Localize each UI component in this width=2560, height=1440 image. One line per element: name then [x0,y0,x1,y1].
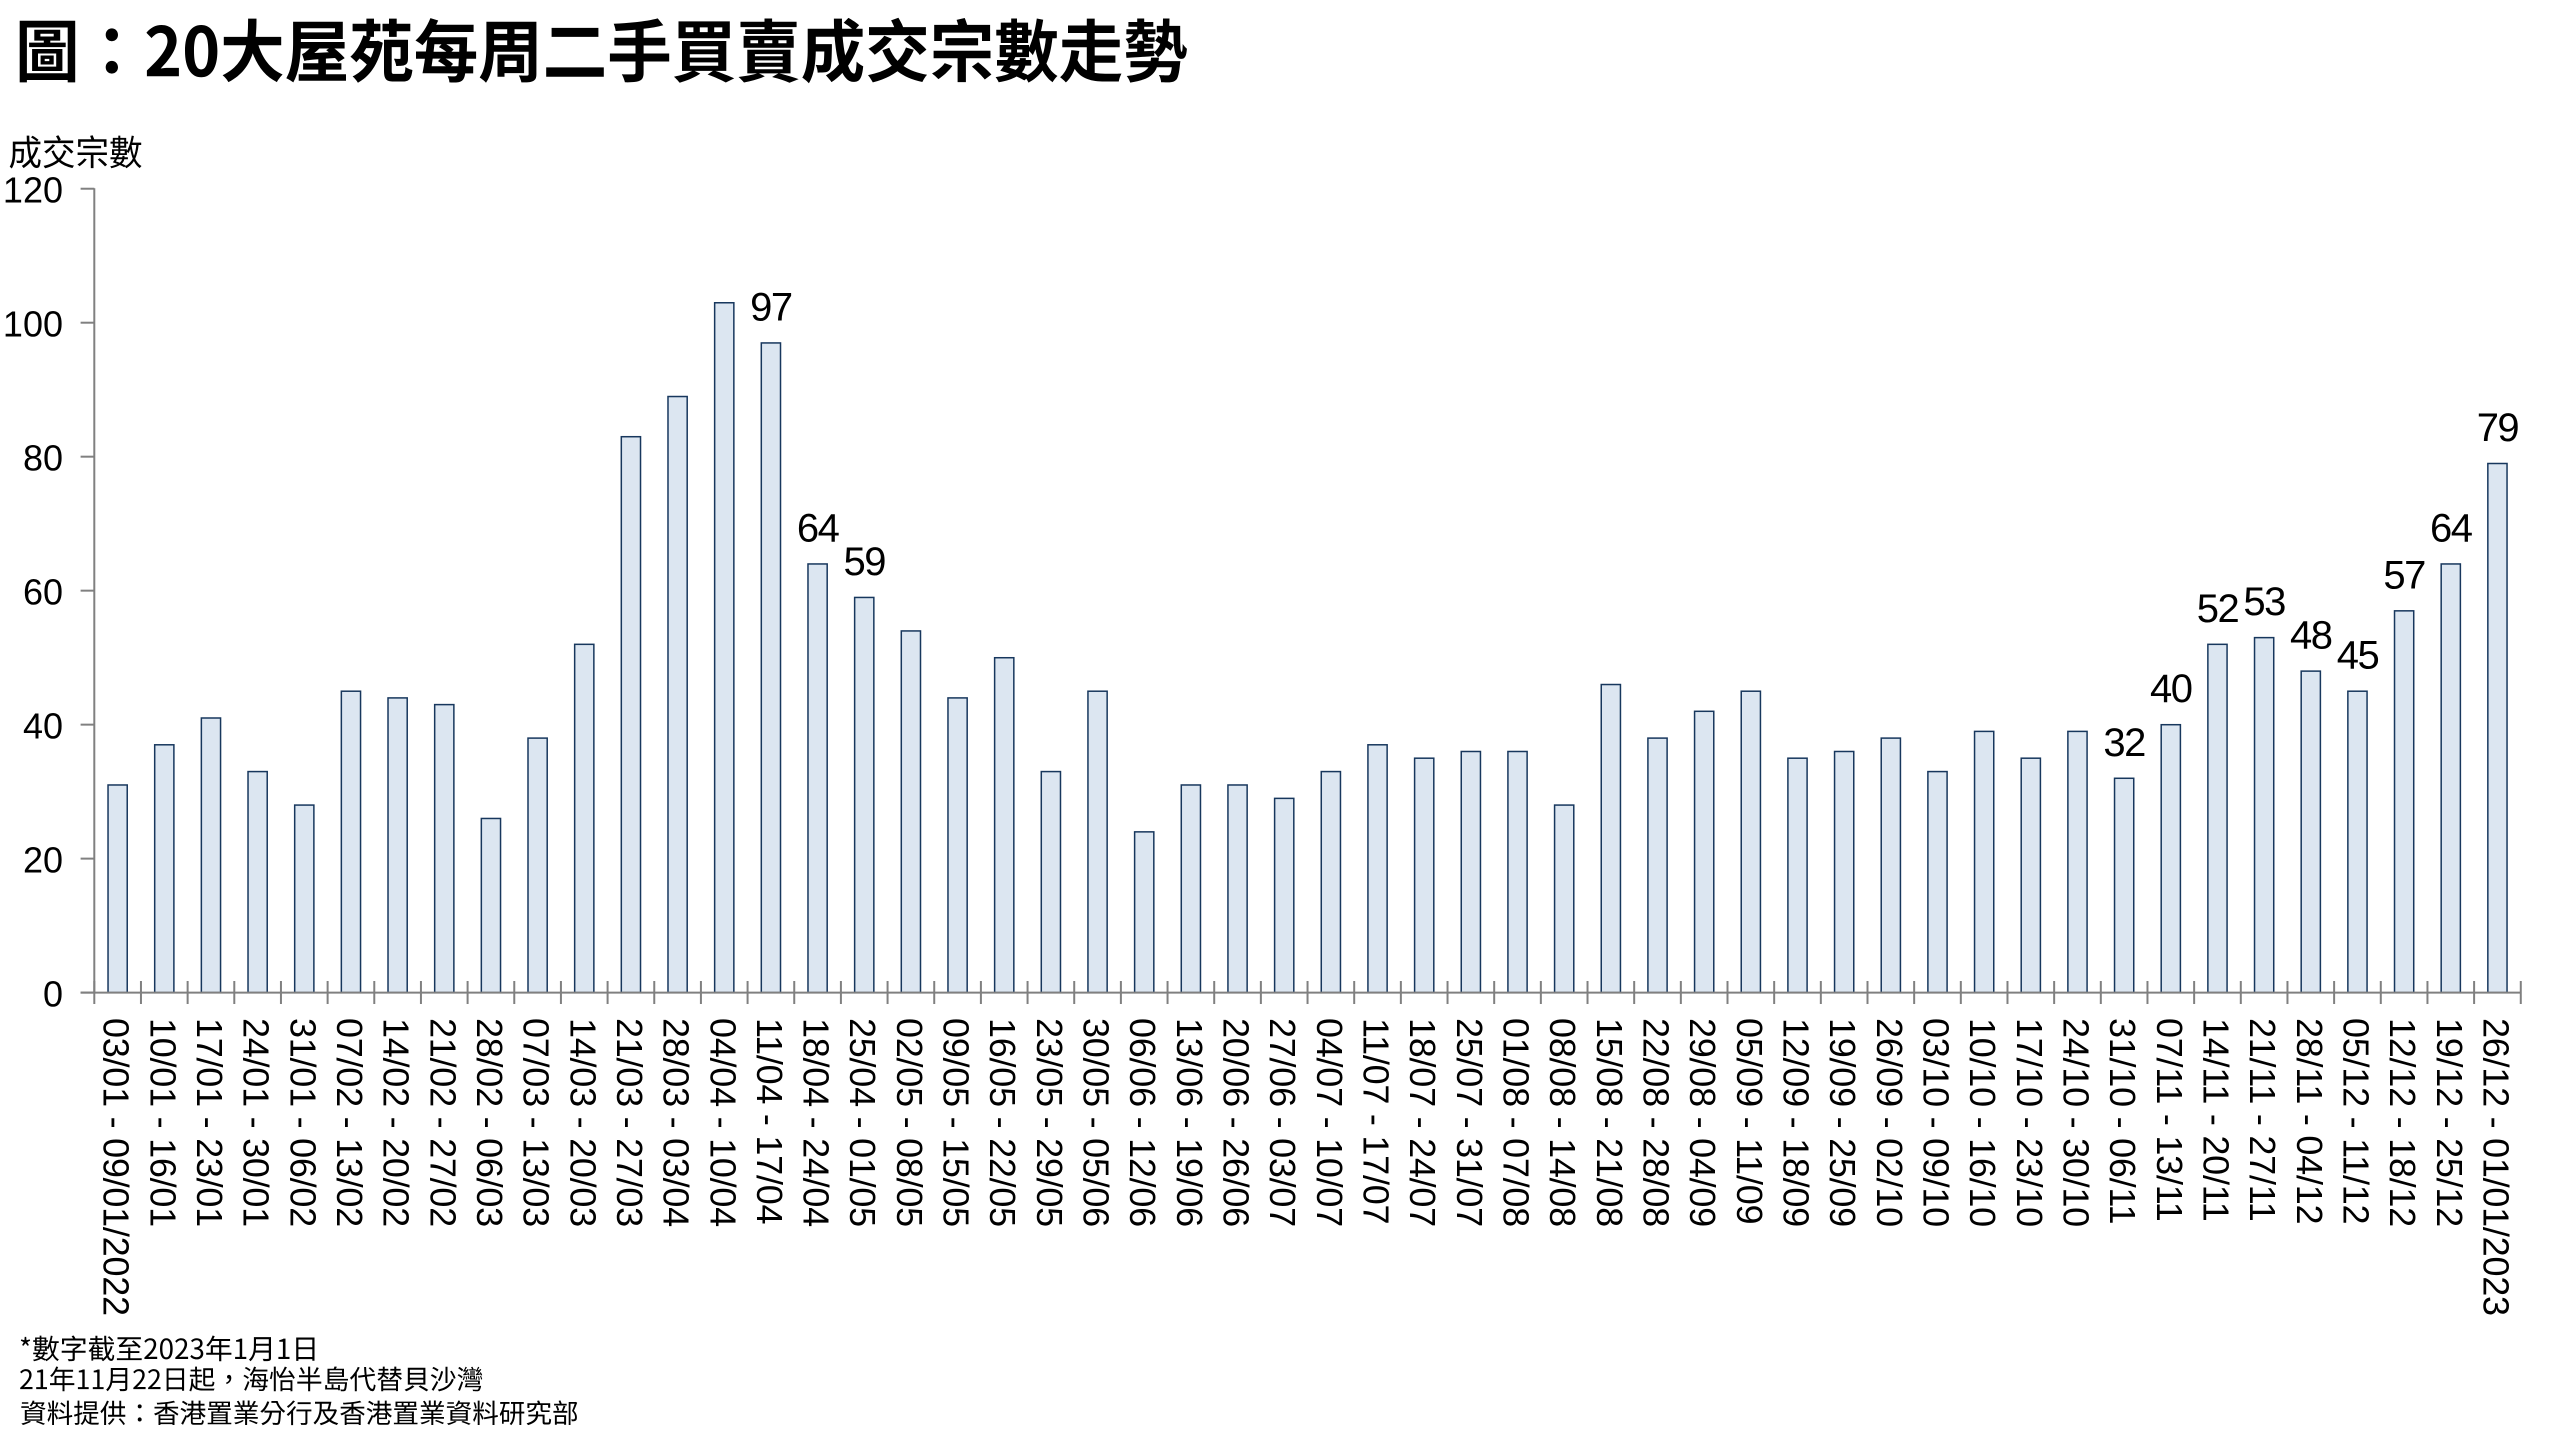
svg-text:07/02 - 13/02: 07/02 - 13/02 [329,1018,370,1227]
svg-text:53: 53 [2243,580,2285,624]
svg-text:11/04 - 17/04: 11/04 - 17/04 [749,1018,790,1224]
svg-text:24/01 - 30/01: 24/01 - 30/01 [236,1018,277,1227]
svg-text:64: 64 [797,506,840,550]
svg-text:21/03 - 27/03: 21/03 - 27/03 [609,1018,650,1227]
svg-text:80: 80 [23,437,63,478]
svg-text:14/11 - 20/11: 14/11 - 20/11 [2195,1018,2236,1222]
svg-text:19/09 - 25/09: 19/09 - 25/09 [1822,1018,1863,1227]
svg-text:25/04 - 01/05: 25/04 - 01/05 [842,1018,883,1227]
svg-text:79: 79 [2477,406,2519,450]
svg-text:20: 20 [23,839,63,880]
svg-text:04/07 - 10/07: 04/07 - 10/07 [1309,1018,1350,1227]
svg-text:14/03 - 20/03: 14/03 - 20/03 [562,1018,603,1227]
svg-text:23/05 - 29/05: 23/05 - 29/05 [1029,1018,1070,1227]
svg-text:05/09 - 11/09: 05/09 - 11/09 [1729,1018,1770,1224]
svg-text:28/03 - 03/04: 28/03 - 03/04 [656,1018,697,1227]
svg-text:10/10 - 16/10: 10/10 - 16/10 [1962,1018,2003,1227]
svg-text:31/10 - 06/11: 31/10 - 06/11 [2102,1018,2143,1224]
svg-text:20/06 - 26/06: 20/06 - 26/06 [1216,1018,1257,1227]
svg-text:0: 0 [43,973,63,1014]
svg-text:29/08 - 04/09: 29/08 - 04/09 [1682,1018,1723,1227]
svg-text:13/06 - 19/06: 13/06 - 19/06 [1169,1018,1210,1227]
svg-text:40: 40 [2150,667,2192,711]
svg-text:26/09 - 02/10: 26/09 - 02/10 [1869,1018,1910,1227]
svg-text:28/02 - 06/03: 28/02 - 06/03 [469,1018,510,1227]
svg-text:59: 59 [843,540,885,584]
svg-text:17/10 - 23/10: 17/10 - 23/10 [2009,1018,2050,1227]
svg-text:17/01 - 23/01: 17/01 - 23/01 [189,1018,230,1227]
svg-text:01/08 - 07/08: 01/08 - 07/08 [1496,1018,1537,1227]
svg-text:15/08 - 21/08: 15/08 - 21/08 [1589,1018,1630,1227]
svg-text:97: 97 [750,285,792,329]
svg-text:26/12 - 01/01/2023: 26/12 - 01/01/2023 [2475,1018,2516,1316]
svg-text:28/11 - 04/12: 28/11 - 04/12 [2289,1018,2330,1224]
svg-text:22/08 - 28/08: 22/08 - 28/08 [1636,1018,1677,1227]
svg-text:09/05 - 15/05: 09/05 - 15/05 [936,1018,977,1227]
svg-text:60: 60 [23,571,63,612]
svg-text:18/04 - 24/04: 18/04 - 24/04 [796,1018,837,1227]
svg-text:10/01 - 16/01: 10/01 - 16/01 [142,1018,183,1227]
svg-text:16/05 - 22/05: 16/05 - 22/05 [982,1018,1023,1227]
svg-text:24/10 - 30/10: 24/10 - 30/10 [2055,1018,2096,1227]
svg-text:52: 52 [2197,587,2239,631]
svg-text:14/02 - 20/02: 14/02 - 20/02 [376,1018,417,1227]
svg-text:07/03 - 13/03: 07/03 - 13/03 [516,1018,557,1227]
svg-text:25/07 - 31/07: 25/07 - 31/07 [1449,1018,1490,1227]
svg-text:18/07 - 24/07: 18/07 - 24/07 [1402,1018,1443,1227]
svg-text:06/06 - 12/06: 06/06 - 12/06 [1122,1018,1163,1227]
svg-text:32: 32 [2103,721,2145,765]
svg-text:05/12 - 11/12: 05/12 - 11/12 [2335,1018,2376,1224]
svg-text:64: 64 [2430,506,2473,550]
svg-text:40: 40 [23,705,63,746]
svg-text:27/06 - 03/07: 27/06 - 03/07 [1262,1018,1303,1227]
svg-text:04/04 - 10/04: 04/04 - 10/04 [702,1018,743,1227]
svg-text:48: 48 [2290,614,2332,658]
svg-text:07/11 - 13/11: 07/11 - 13/11 [2149,1018,2190,1222]
svg-text:12/12 - 18/12: 12/12 - 18/12 [2382,1018,2423,1227]
svg-text:21/02 - 27/02: 21/02 - 27/02 [422,1018,463,1227]
svg-text:31/01 - 06/02: 31/01 - 06/02 [282,1018,323,1227]
svg-text:11/07 - 17/07: 11/07 - 17/07 [1356,1018,1397,1224]
svg-text:03/01 - 09/01/2022: 03/01 - 09/01/2022 [96,1018,137,1316]
svg-text:21/11 - 27/11: 21/11 - 27/11 [2242,1018,2283,1222]
svg-text:02/05 - 08/05: 02/05 - 08/05 [889,1018,930,1227]
svg-text:45: 45 [2337,634,2379,678]
svg-text:19/12 - 25/12: 19/12 - 25/12 [2429,1018,2470,1227]
svg-text:03/10 - 09/10: 03/10 - 09/10 [1915,1018,1956,1227]
svg-text:57: 57 [2383,553,2425,597]
svg-text:120: 120 [3,170,63,211]
svg-text:100: 100 [3,304,63,345]
svg-text:30/05 - 05/06: 30/05 - 05/06 [1076,1018,1117,1227]
svg-text:12/09 - 18/09: 12/09 - 18/09 [1776,1018,1817,1227]
svg-text:08/08 - 14/08: 08/08 - 14/08 [1542,1018,1583,1227]
